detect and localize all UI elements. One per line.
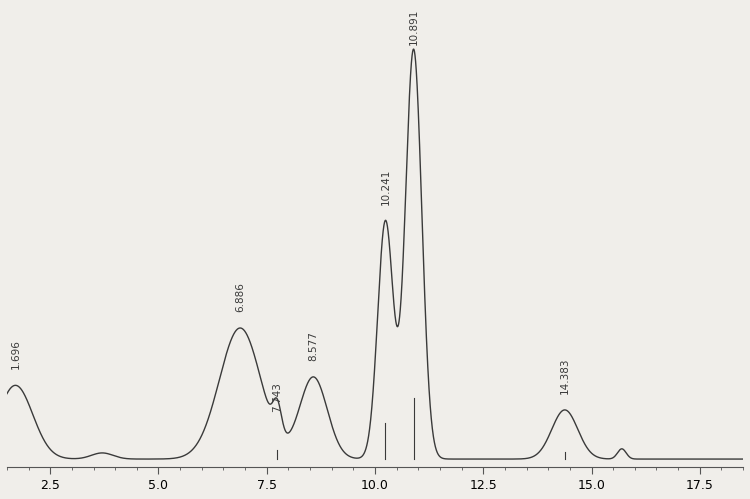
Text: 10.891: 10.891 <box>409 9 419 45</box>
Text: 1.696: 1.696 <box>10 339 20 369</box>
Text: 6.886: 6.886 <box>236 282 245 311</box>
Text: 14.383: 14.383 <box>560 357 570 394</box>
Text: 8.577: 8.577 <box>308 331 319 361</box>
Text: 7.743: 7.743 <box>272 382 282 412</box>
Text: 10.241: 10.241 <box>380 169 391 205</box>
